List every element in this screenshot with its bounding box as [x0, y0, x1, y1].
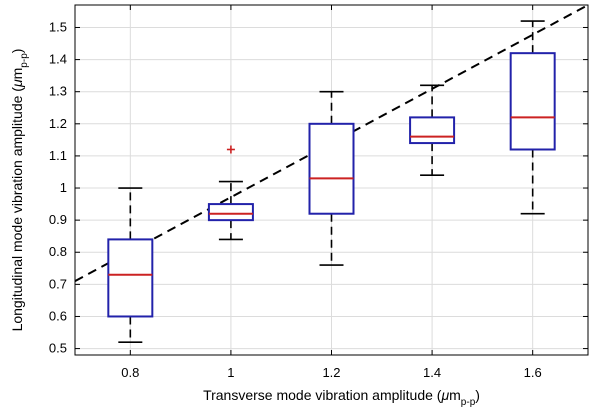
x-axis-label-mu: μ	[440, 387, 449, 403]
iqr-box	[207, 203, 254, 222]
x-axis-label-sub: p-p	[461, 397, 476, 408]
iqr-box	[409, 116, 456, 145]
boxplot-1.6	[509, 20, 556, 215]
y-ticks: 0.5 0.6 0.7 0.8 0.9 1 1.1 1.2 1.3 1.4 1.5	[49, 19, 588, 356]
y-tick-label: 1.5	[49, 19, 67, 34]
boxplots	[107, 20, 556, 343]
y-axis-label-mu: μ	[9, 79, 25, 88]
boxplot-0.8	[107, 187, 154, 343]
x-axis-label-close: )	[475, 387, 480, 403]
y-tick-label: 1.1	[49, 148, 67, 163]
iqr-box	[509, 52, 556, 151]
boxplot-1.4	[409, 84, 456, 176]
boxplot-1	[207, 145, 254, 241]
y-tick-label: 1	[60, 180, 67, 195]
y-tick-label: 0.9	[49, 212, 67, 227]
x-tick-label: 1.2	[322, 365, 340, 380]
y-axis-label-sub: p-p	[19, 53, 30, 68]
y-tick-label: 0.8	[49, 244, 67, 259]
x-tick-label: 1.6	[524, 365, 542, 380]
x-axis-label-unit: m	[449, 387, 461, 403]
x-axis-label-main: Transverse mode vibration amplitude (	[203, 387, 442, 403]
y-tick-label: 1.4	[49, 52, 67, 67]
y-tick-label: 0.6	[49, 308, 67, 323]
iqr-box	[308, 122, 355, 215]
x-tick-label: 0.8	[121, 365, 139, 380]
y-tick-label: 0.5	[49, 341, 67, 356]
x-ticks: 0.8 1 1.2 1.4 1.6	[121, 5, 542, 380]
y-tick-label: 1.3	[49, 84, 67, 99]
iqr-box	[107, 238, 154, 318]
y-tick-label: 1.2	[49, 116, 67, 131]
x-tick-label: 1.4	[423, 365, 441, 380]
y-tick-label: 0.7	[49, 276, 67, 291]
y-axis-label-main: Longitudinal mode vibration amplitude (	[9, 87, 25, 332]
boxplot-1.2	[308, 90, 355, 266]
x-axis-label: Transverse mode vibration amplitude (μmp…	[203, 387, 480, 408]
y-axis-label: Longitudinal mode vibration amplitude (μ…	[9, 49, 30, 332]
y-axis-label-unit: m	[9, 68, 25, 80]
x-tick-label: 1	[227, 365, 234, 380]
y-axis-label-close: )	[9, 49, 25, 54]
